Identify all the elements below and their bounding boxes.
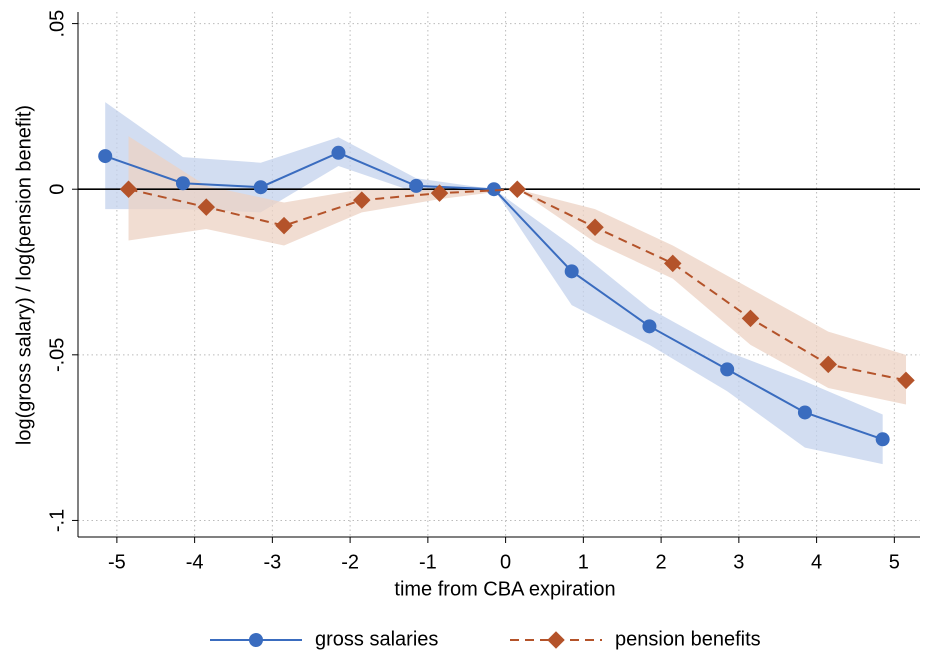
legend-label: pension benefits — [615, 628, 761, 650]
point — [353, 191, 371, 209]
y-tick-label: 0 — [46, 184, 68, 195]
x-tick-label: -2 — [341, 551, 359, 573]
y-tick-label: .05 — [46, 10, 68, 38]
legend-label: gross salaries — [315, 628, 438, 650]
x-tick-label: -1 — [419, 551, 437, 573]
point — [720, 362, 735, 377]
x-tick-label: 3 — [733, 551, 744, 573]
x-tick-label: 5 — [889, 551, 900, 573]
point — [586, 218, 604, 237]
x-tick-label: -5 — [108, 551, 126, 573]
point — [508, 180, 527, 198]
x-tick-label: 2 — [656, 551, 667, 573]
x-axis-label: time from CBA expiration — [394, 578, 615, 600]
point — [642, 319, 657, 334]
point — [98, 149, 113, 164]
x-tick-label: -3 — [263, 551, 281, 573]
confidence-band — [105, 102, 883, 465]
x-tick-label: -4 — [186, 551, 204, 573]
point — [897, 371, 915, 390]
point — [797, 405, 812, 420]
point — [819, 355, 838, 374]
y-tick-label: -.05 — [46, 338, 68, 372]
point — [664, 254, 682, 273]
point — [119, 180, 138, 198]
y-tick-label: -.1 — [46, 509, 68, 532]
x-tick-label: 4 — [811, 551, 822, 573]
point — [741, 309, 760, 328]
point — [486, 182, 501, 197]
point — [564, 264, 579, 279]
point — [175, 176, 190, 191]
legend-marker — [547, 631, 565, 649]
point — [430, 184, 449, 202]
x-tick-label: 1 — [578, 551, 589, 573]
point — [275, 216, 293, 235]
x-tick-label: 0 — [500, 551, 511, 573]
confidence-band — [128, 136, 907, 405]
point — [197, 198, 216, 216]
point — [253, 180, 268, 195]
point — [331, 145, 346, 160]
point — [409, 178, 424, 193]
y-axis-label: log(gross salary) / log(pension benefit) — [13, 105, 35, 445]
legend-marker — [249, 633, 263, 647]
point — [875, 432, 890, 447]
